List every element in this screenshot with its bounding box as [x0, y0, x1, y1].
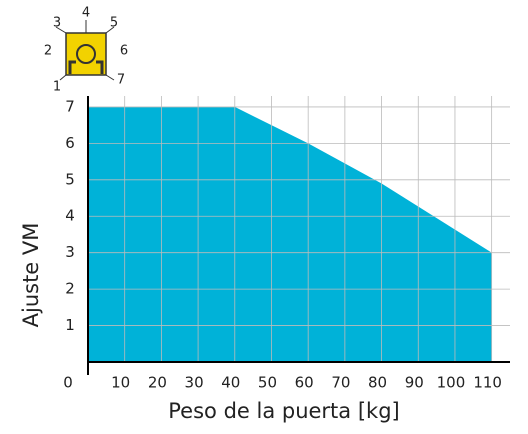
x-tick-label: 90 — [405, 374, 424, 392]
x-tick-label: 70 — [331, 374, 350, 392]
x-tick-label: 110 — [473, 374, 502, 392]
x-tick-label: 0 — [63, 374, 73, 392]
y-tick-label: 1 — [65, 316, 75, 334]
icon-line — [106, 75, 114, 80]
y-tick-label: 5 — [65, 170, 75, 188]
icon-label: 1 — [53, 80, 61, 95]
icon: 1 2 3 4 5 6 7 — [44, 6, 128, 95]
y-tick-label: 4 — [65, 207, 75, 225]
x-tick-label: 60 — [295, 374, 314, 392]
x-tick-label: 50 — [258, 374, 277, 392]
x-tick-label: 30 — [185, 374, 204, 392]
area — [88, 107, 492, 362]
icon-label: 5 — [110, 16, 118, 31]
x-tick-label: 10 — [111, 374, 130, 392]
icon-label: 7 — [117, 73, 125, 88]
icon-label: 6 — [120, 44, 128, 59]
y-tick-label: 2 — [65, 280, 75, 298]
y-tick-label: 3 — [65, 243, 75, 261]
x-tick-label: 20 — [148, 374, 167, 392]
x-tick-label: 40 — [221, 374, 240, 392]
icon-label: 2 — [44, 44, 52, 59]
y-axis-label: Ajuste VM — [19, 223, 43, 328]
x-tick-label: 100 — [437, 374, 466, 392]
y-tick-label: 6 — [65, 134, 75, 152]
icon-label: 3 — [53, 16, 61, 31]
icon-box — [66, 33, 106, 75]
x-tick-label: 80 — [368, 374, 387, 392]
page: 1 2 3 4 5 6 7 Peso de la puerta [kg] Aju… — [0, 0, 528, 434]
x-axis-label: Peso de la puerta [kg] — [168, 399, 399, 423]
chart: 1 2 3 4 5 6 7 Peso de la puerta [kg] Aju… — [0, 0, 528, 434]
y-tick-label: 7 — [65, 97, 75, 115]
icon-label: 4 — [82, 6, 90, 21]
